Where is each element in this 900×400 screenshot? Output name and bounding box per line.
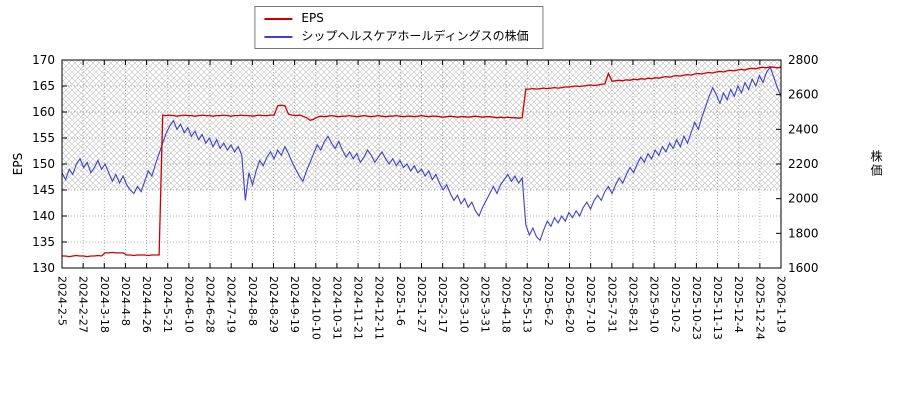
svg-text:130: 130 xyxy=(32,261,55,275)
svg-text:165: 165 xyxy=(32,79,55,93)
svg-text:2024-2-5: 2024-2-5 xyxy=(56,276,69,326)
svg-text:2026-1-19: 2026-1-19 xyxy=(775,276,788,333)
svg-text:160: 160 xyxy=(32,105,55,119)
eps-line-sample xyxy=(264,17,293,20)
svg-text:2024-4-8: 2024-4-8 xyxy=(119,276,132,326)
svg-text:150: 150 xyxy=(32,157,55,171)
svg-text:2025-1-27: 2025-1-27 xyxy=(415,276,428,333)
svg-text:2025-5-13: 2025-5-13 xyxy=(521,276,534,333)
svg-text:2024-11-21: 2024-11-21 xyxy=(352,276,365,340)
svg-text:2024-10-10: 2024-10-10 xyxy=(309,276,322,340)
stock-price-line-sample xyxy=(264,35,293,38)
svg-text:2025-7-10: 2025-7-10 xyxy=(584,276,597,333)
svg-text:2025-3-31: 2025-3-31 xyxy=(478,276,491,333)
svg-text:2800: 2800 xyxy=(788,53,819,67)
svg-text:2024-6-28: 2024-6-28 xyxy=(204,276,217,333)
svg-text:2200: 2200 xyxy=(788,157,819,171)
svg-text:2024-6-10: 2024-6-10 xyxy=(182,276,195,333)
svg-text:2024-9-19: 2024-9-19 xyxy=(288,276,301,333)
svg-text:2025-7-31: 2025-7-31 xyxy=(605,276,618,333)
svg-text:2025-6-20: 2025-6-20 xyxy=(563,276,576,333)
svg-text:145: 145 xyxy=(32,183,55,197)
svg-text:2025-4-18: 2025-4-18 xyxy=(500,276,513,333)
svg-text:2025-2-17: 2025-2-17 xyxy=(436,276,449,333)
svg-text:2025-1-6: 2025-1-6 xyxy=(394,276,407,326)
svg-text:2024-12-11: 2024-12-11 xyxy=(373,276,386,340)
right-axis-title: 株価 xyxy=(869,150,883,178)
svg-text:2025-10-23: 2025-10-23 xyxy=(690,276,703,340)
svg-text:2000: 2000 xyxy=(788,192,819,206)
svg-text:2025-11-13: 2025-11-13 xyxy=(711,276,724,340)
svg-text:2025-12-24: 2025-12-24 xyxy=(753,276,766,340)
svg-text:2025-8-21: 2025-8-21 xyxy=(626,276,639,333)
svg-text:2025-6-2: 2025-6-2 xyxy=(542,276,555,326)
svg-text:155: 155 xyxy=(32,131,55,145)
svg-text:135: 135 xyxy=(32,235,55,249)
svg-text:2025-10-2: 2025-10-2 xyxy=(669,276,682,333)
legend-item-eps: EPS xyxy=(264,11,528,26)
svg-text:1800: 1800 xyxy=(788,226,819,240)
svg-text:2024-8-29: 2024-8-29 xyxy=(267,276,280,333)
svg-text:2025-3-10: 2025-3-10 xyxy=(457,276,470,333)
legend: EPS シップヘルスケアホールディングスの株価 xyxy=(254,6,544,49)
svg-text:2024-4-26: 2024-4-26 xyxy=(140,276,153,333)
svg-text:2024-10-31: 2024-10-31 xyxy=(330,276,343,340)
legend-label-stock-price: シップヘルスケアホールディングスの株価 xyxy=(301,29,529,43)
svg-text:2024-3-18: 2024-3-18 xyxy=(98,276,111,333)
svg-text:2024-2-27: 2024-2-27 xyxy=(77,276,90,333)
svg-text:2024-5-21: 2024-5-21 xyxy=(161,276,174,333)
svg-text:2025-12-4: 2025-12-4 xyxy=(732,276,745,333)
svg-text:1600: 1600 xyxy=(788,261,819,275)
svg-text:2024-8-8: 2024-8-8 xyxy=(246,276,259,326)
legend-item-stock-price: シップヘルスケアホールディングスの株価 xyxy=(264,29,529,44)
svg-text:170: 170 xyxy=(32,53,55,67)
svg-text:140: 140 xyxy=(32,209,55,223)
svg-text:2024-7-19: 2024-7-19 xyxy=(225,276,238,333)
svg-text:2025-9-10: 2025-9-10 xyxy=(648,276,661,333)
svg-text:2400: 2400 xyxy=(788,122,819,136)
legend-label-eps: EPS xyxy=(301,11,324,25)
svg-text:2600: 2600 xyxy=(788,88,819,102)
